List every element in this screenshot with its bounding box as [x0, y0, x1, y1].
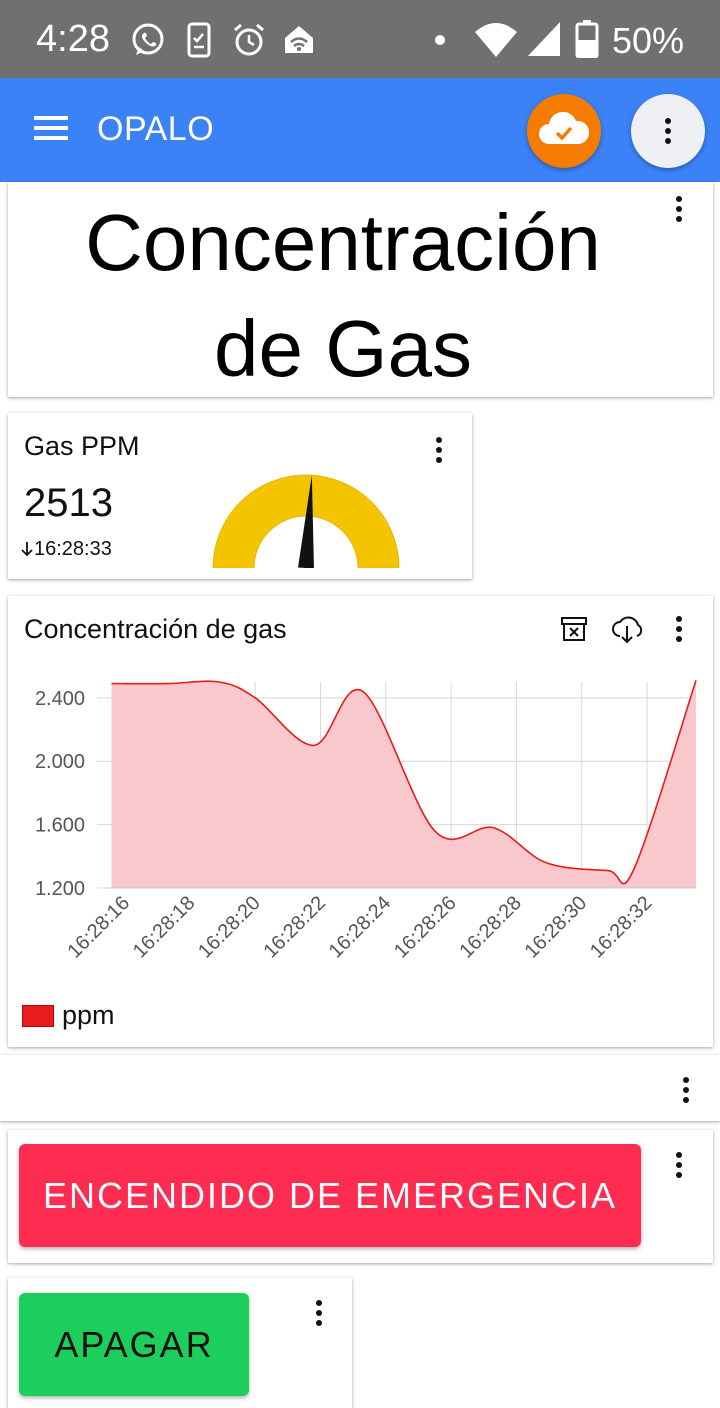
gauge-card: Gas PPM 2513 16:28:33: [8, 413, 472, 579]
y-tick-label: 2.400: [35, 688, 85, 710]
page-title-line2: de Gas: [214, 304, 472, 393]
gauge-value: 2513: [24, 481, 113, 525]
gauge-title: Gas PPM: [24, 431, 140, 461]
home-wifi-icon: [285, 26, 313, 53]
emergency-on-button[interactable]: ENCENDIDO DE EMERGENCIA: [19, 1144, 641, 1247]
y-tick-label: 1.200: [35, 878, 85, 900]
battery-percentage: 50%: [611, 20, 684, 61]
gauge: [212, 474, 400, 568]
status-bar: 4:28 50%: [0, 0, 720, 78]
y-tick-label: 2.000: [35, 751, 85, 773]
series-area-ppm: [111, 680, 696, 888]
legend-swatch: [22, 1004, 54, 1027]
off-button[interactable]: APAGAR: [19, 1293, 249, 1396]
x-tick-label: 16:28:26: [390, 892, 461, 963]
arrow-down-icon: [21, 542, 33, 557]
cloud-download-icon[interactable]: [610, 614, 644, 644]
gauge-card-menu-icon[interactable]: [429, 435, 449, 465]
x-tick-label: 16:28:32: [586, 892, 657, 963]
dot-icon: [435, 35, 445, 45]
chart-legend: ppm: [22, 1000, 115, 1031]
x-tick-label: 16:28:30: [521, 892, 592, 963]
off-card: APAGAR: [8, 1278, 352, 1408]
more-options-button[interactable]: [631, 94, 705, 168]
y-tick-label: 1.600: [35, 815, 85, 837]
page-title-line1: Concentración: [85, 198, 601, 287]
status-time: 4:28: [36, 18, 110, 60]
x-tick-label: 16:28:20: [194, 892, 265, 963]
x-tick-label: 16:28:24: [325, 892, 396, 963]
whatsapp-icon: [132, 23, 164, 55]
gauge-timestamp: 16:28:33: [20, 538, 112, 561]
empty-card-menu-icon[interactable]: [676, 1075, 696, 1105]
menu-icon[interactable]: [34, 115, 70, 145]
cloud-sync-button[interactable]: [527, 94, 601, 168]
x-tick-label: 16:28:16: [64, 892, 135, 963]
page-title: Concentración de Gas: [8, 190, 678, 402]
cloud-check-icon: [539, 111, 590, 144]
off-card-menu-icon[interactable]: [309, 1298, 329, 1328]
x-tick-label: 16:28:18: [129, 892, 200, 963]
cell-signal-icon: [528, 22, 560, 56]
gauge-arc: [212, 474, 400, 568]
chart-title: Concentración de gas: [24, 614, 287, 644]
phone-check-icon: [187, 22, 211, 58]
x-tick-label: 16:28:22: [259, 892, 330, 963]
emergency-card-menu-icon[interactable]: [669, 1150, 689, 1180]
clear-data-icon[interactable]: [559, 614, 589, 644]
chart: 1.2001.6002.0002.40016:28:1616:28:1816:2…: [35, 680, 697, 963]
alarm-icon: [234, 23, 264, 56]
emergency-card: ENCENDIDO DE EMERGENCIA: [8, 1130, 713, 1263]
wifi-icon: [475, 23, 517, 57]
x-tick-label: 16:28:28: [455, 892, 526, 963]
app-bar: OPALO: [0, 78, 720, 182]
more-vert-icon: [658, 116, 678, 146]
legend-label: ppm: [62, 1000, 115, 1030]
battery-icon: [575, 20, 599, 58]
gauge-needle: [298, 475, 314, 568]
title-card-menu-icon[interactable]: [669, 194, 689, 224]
gauge-timestamp-text: 16:28:33: [34, 538, 112, 560]
app-title: OPALO: [97, 110, 215, 148]
title-card: Concentración de Gas: [8, 182, 713, 397]
series-line-ppm: [111, 680, 697, 885]
empty-card: [0, 1055, 720, 1121]
chart-card: Concentración de gas 1.200 1.600 2.000 2.40…: [8, 596, 713, 1047]
chart-card-menu-icon[interactable]: [669, 614, 689, 644]
